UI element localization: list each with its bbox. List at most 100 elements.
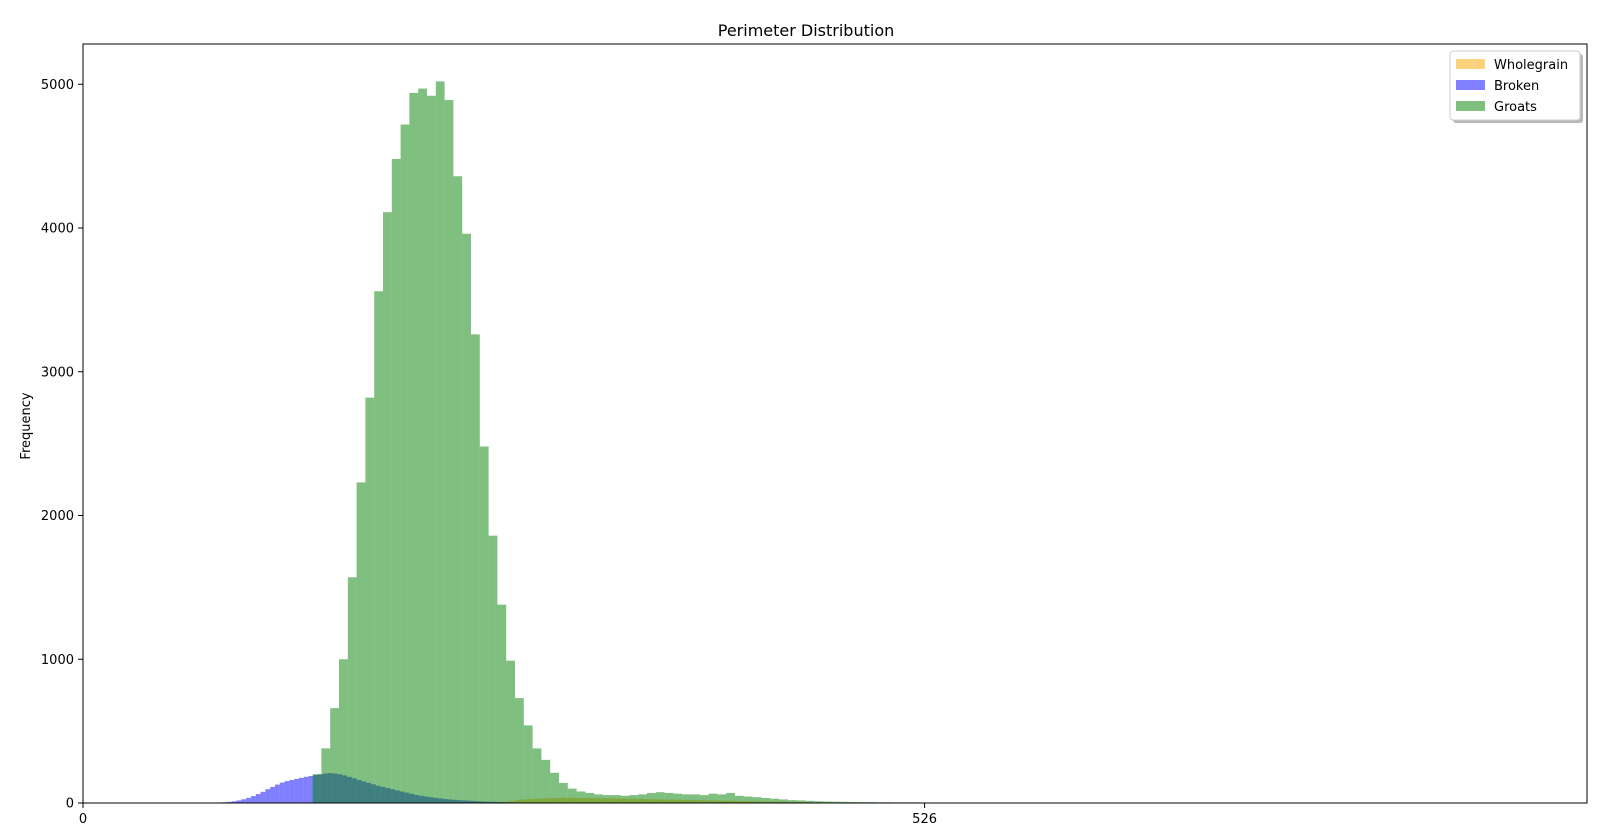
bar-broken [246, 797, 251, 803]
bar-groats [796, 800, 806, 803]
bar-groats [699, 795, 709, 803]
bar-groats [787, 800, 797, 804]
bar-groats [673, 793, 683, 803]
bar-groats [339, 659, 348, 803]
bar-broken [299, 777, 304, 803]
bar-groats [620, 795, 630, 803]
bar-groats [655, 792, 665, 803]
bar-broken [241, 799, 247, 803]
bar-groats [312, 774, 322, 803]
bar-broken [260, 791, 266, 803]
bar-broken [284, 781, 290, 803]
bar-broken [279, 782, 285, 803]
bar-groats [770, 798, 779, 803]
x-tick-label: 526 [912, 812, 937, 824]
bar-groats [638, 794, 647, 804]
bar-groats [576, 791, 586, 803]
bar-groats [453, 176, 463, 803]
bar-groats [418, 88, 427, 803]
y-axis-label: Frequency [19, 392, 34, 459]
bar-groats [479, 446, 489, 803]
bar-groats [365, 397, 375, 804]
bar-groats [497, 604, 507, 804]
bar-groats [779, 799, 788, 803]
plot-frame [82, 43, 1588, 804]
bar-groats [761, 797, 771, 803]
bar-groats [409, 92, 419, 804]
bar-groats [383, 212, 392, 803]
bar-groats [647, 792, 656, 803]
bar-groats [506, 660, 515, 803]
series-groats [312, 81, 999, 804]
bar-groats [515, 698, 524, 803]
bar-groats [743, 796, 753, 803]
bar-groats [735, 795, 744, 803]
bar-groats [523, 725, 533, 804]
bar-groats [444, 100, 454, 803]
bar-groats [823, 801, 832, 803]
bar-groats [330, 708, 339, 804]
bar-groats [400, 124, 410, 803]
bar-groats [805, 800, 815, 803]
legend-label-broken: Broken [1494, 79, 1539, 94]
y-tick-label: 1000 [41, 653, 74, 668]
bar-groats [726, 792, 735, 803]
bar-groats [356, 482, 366, 803]
bar-groats [814, 801, 823, 803]
bar-groats [717, 794, 727, 804]
bar-broken [251, 796, 256, 803]
bar-broken [275, 784, 280, 803]
bar-groats [532, 748, 542, 804]
bar-groats [347, 577, 357, 803]
legend-swatch-broken [1456, 80, 1485, 90]
y-tick-label: 5000 [41, 78, 74, 93]
y-tick-label: 2000 [41, 509, 74, 524]
bar-groats [374, 291, 383, 803]
x-tick-label: 0 [79, 812, 87, 824]
bar-groats [594, 794, 603, 804]
bar-broken [231, 801, 237, 803]
bar-groats [321, 748, 331, 804]
bar-groats [585, 792, 595, 803]
bar-groats [603, 795, 612, 803]
bar-groats [435, 81, 445, 804]
legend-label-wholegrain: Wholegrain [1494, 58, 1568, 73]
bar-broken [270, 786, 275, 803]
legend: Wholegrain Broken Groats [1449, 50, 1583, 123]
bar-groats [682, 794, 691, 804]
legend-swatch-wholegrain [1456, 59, 1485, 69]
bar-groats [831, 801, 841, 803]
bar-broken [308, 775, 314, 803]
bar-groats [550, 772, 559, 803]
bar-broken [227, 801, 232, 803]
axes-layer: 0 1000 2000 3000 4000 5000 0 526 [41, 43, 1588, 824]
bar-groats [427, 95, 436, 803]
bar-groats [559, 782, 568, 804]
bar-broken [294, 778, 299, 803]
y-tick-label: 0 [66, 797, 74, 812]
bar-groats [391, 159, 401, 803]
bar-broken [265, 789, 271, 803]
bar-groats [752, 797, 762, 803]
bar-groats [488, 535, 498, 804]
bar-groats [471, 334, 480, 804]
y-tick-label: 3000 [41, 365, 74, 380]
bars-layer [222, 81, 999, 804]
bar-groats [664, 792, 674, 803]
legend-label-groats: Groats [1494, 100, 1537, 115]
bar-groats [840, 801, 850, 803]
bar-broken [303, 776, 309, 803]
bar-groats [462, 233, 471, 803]
bar-groats [611, 795, 621, 803]
bar-broken [255, 794, 261, 803]
bar-groats [691, 794, 700, 804]
bar-groats [567, 788, 577, 804]
bar-groats [541, 759, 551, 804]
chart-title: Perimeter Distribution [718, 21, 895, 40]
bar-groats [708, 793, 718, 803]
legend-swatch-groats [1456, 101, 1485, 111]
bar-broken [289, 780, 295, 803]
y-tick-label: 4000 [41, 222, 74, 237]
